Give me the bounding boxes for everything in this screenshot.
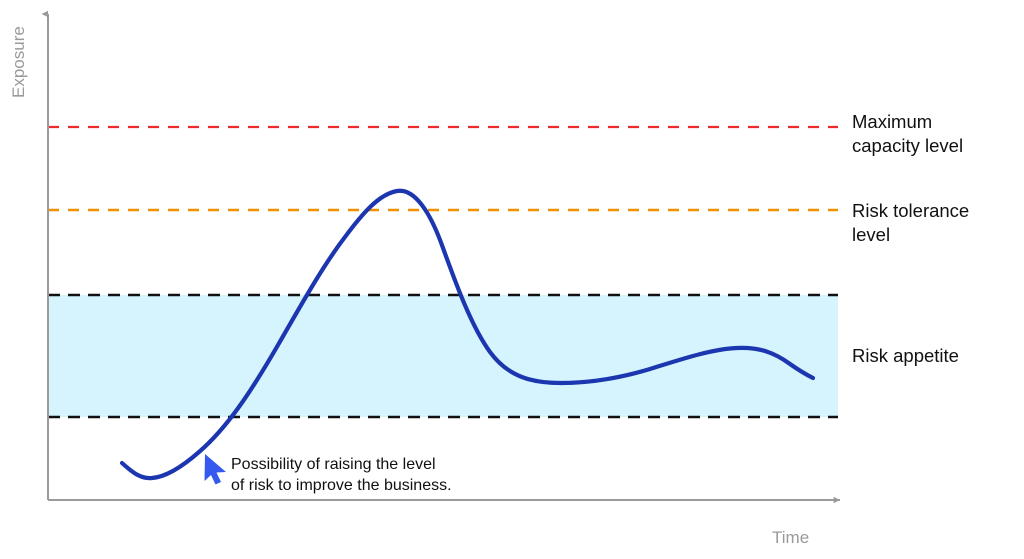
y-axis-title: Exposure [9, 26, 28, 98]
risk-tolerance-level-label-line2: level [852, 224, 890, 245]
annotation-arrow-icon [204, 454, 226, 485]
exposure-curve [119, 188, 816, 481]
risk-tolerance-level-label-line1: Risk tolerance [852, 200, 969, 221]
risk-appetite-label: Risk appetite [852, 345, 959, 366]
x-axis-title: Time [772, 528, 809, 547]
maximum-capacity-level-label-line1: Maximum [852, 111, 932, 132]
annotation-text-line1: Possibility of raising the level [231, 456, 436, 473]
risk-appetite-band [48, 295, 838, 417]
annotation-text-line2: of risk to improve the business. [231, 477, 452, 494]
maximum-capacity-level-label-line2: capacity level [852, 135, 963, 156]
